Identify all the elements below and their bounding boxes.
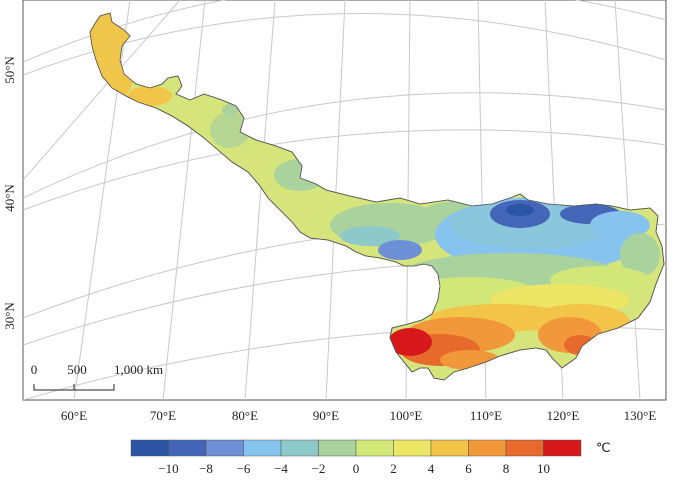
legend-tick-label: −10 [158, 461, 178, 476]
scale-label-500: 500 [67, 362, 87, 377]
scale-label-1000: 1,000 km [114, 362, 163, 377]
lon-label-80: 80°E [232, 408, 258, 423]
legend-tick-label: −6 [237, 461, 251, 476]
legend-swatch [543, 439, 582, 457]
longitude-labels: 60°E 70°E 80°E 90°E 100°E 110°E 120°E 13… [61, 408, 656, 423]
lon-label-100: 100°E [390, 408, 423, 423]
graticule-lon-50 [23, 0, 181, 181]
lat-label-50: 50°N [2, 56, 17, 84]
legend-swatch [318, 439, 357, 457]
legend-tick-label: −4 [274, 461, 288, 476]
legend-swatch [243, 439, 282, 457]
scale-bar-line [33, 384, 115, 391]
legend-tick-label: 8 [503, 461, 510, 476]
lon-label-90: 90°E [313, 408, 339, 423]
legend-swatch [130, 439, 169, 457]
lon-label-120: 120°E [547, 408, 580, 423]
lat-label-30: 30°N [2, 302, 17, 330]
lon-label-110: 110°E [470, 408, 502, 423]
legend-swatch [505, 439, 544, 457]
legend-swatch [280, 439, 319, 457]
legend-labels: −10 −8 −6 −4 −2 0 2 4 6 8 10 [158, 461, 550, 476]
graticule-lon-130 [614, 0, 641, 400]
legend-unit: ℃ [596, 440, 611, 455]
legend-tick-label: 4 [428, 461, 435, 476]
legend-tick-label: −2 [312, 461, 326, 476]
lon-label-70: 70°E [150, 408, 176, 423]
graticule-lon-70 [162, 0, 206, 400]
legend-tick-label: 2 [390, 461, 397, 476]
lon-label-130: 130°E [624, 408, 657, 423]
scale-label-0: 0 [31, 362, 38, 377]
legend-tick-label: −8 [199, 461, 213, 476]
legend-swatch [393, 439, 432, 457]
graticule-lon-80 [244, 0, 276, 400]
legend-swatch [205, 439, 244, 457]
graticule-lat-38 [23, 129, 666, 211]
color-legend: −10 −8 −6 −4 −2 0 2 4 6 8 10 ℃ [130, 439, 611, 476]
lon-label-60: 60°E [61, 408, 87, 423]
legend-swatch [468, 439, 507, 457]
legend-tick-label: 0 [353, 461, 360, 476]
graticule-lat-40 [23, 92, 666, 199]
lat-label-40: 40°N [2, 184, 17, 212]
scale-bar: 0 500 1,000 km [31, 362, 163, 391]
legend-swatch [430, 439, 469, 457]
legend-tick-label: 6 [465, 461, 472, 476]
legend-swatch [168, 439, 207, 457]
legend-swatches [130, 439, 582, 457]
legend-tick-label: 10 [537, 461, 550, 476]
legend-swatch [355, 439, 394, 457]
